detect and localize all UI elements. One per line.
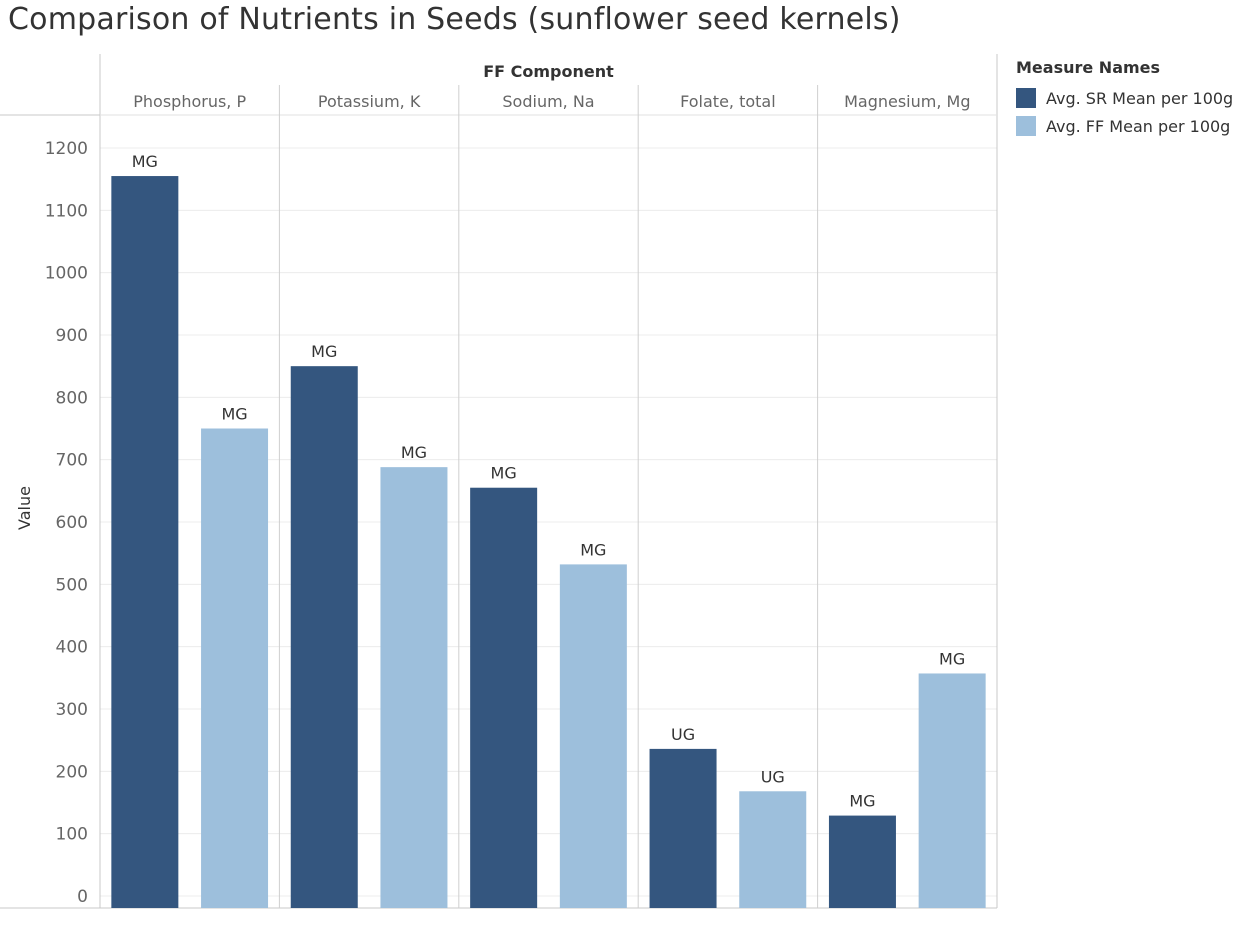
bar bbox=[739, 791, 807, 908]
facet-title: FF Component bbox=[483, 62, 614, 81]
bar bbox=[918, 673, 986, 908]
data-label: MG bbox=[401, 443, 427, 462]
category-label: Sodium, Na bbox=[502, 92, 594, 111]
legend-label-ff: Avg. FF Mean per 100g bbox=[1046, 116, 1231, 136]
chart-title: Comparison of Nutrients in Seeds (sunflo… bbox=[8, 2, 901, 37]
bar bbox=[649, 748, 717, 908]
y-tick-label: 600 bbox=[56, 513, 88, 533]
bar bbox=[559, 564, 627, 908]
legend-item-ff[interactable]: Avg. FF Mean per 100g bbox=[1016, 112, 1233, 140]
y-tick-label: 1100 bbox=[45, 201, 88, 221]
bar bbox=[201, 428, 269, 908]
category-label: Phosphorus, P bbox=[133, 92, 246, 111]
legend: Measure Names Avg. SR Mean per 100g Avg.… bbox=[1016, 58, 1233, 140]
legend-swatch-sr bbox=[1016, 88, 1036, 108]
data-label: MG bbox=[939, 649, 965, 668]
legend-item-sr[interactable]: Avg. SR Mean per 100g bbox=[1016, 84, 1233, 112]
y-tick-label: 700 bbox=[56, 451, 88, 471]
bar bbox=[828, 815, 896, 908]
bar bbox=[290, 366, 358, 909]
data-label: UG bbox=[671, 725, 695, 744]
data-label: MG bbox=[311, 342, 337, 361]
category-label: Potassium, K bbox=[318, 92, 421, 111]
category-label: Magnesium, Mg bbox=[844, 92, 970, 111]
legend-swatch-ff bbox=[1016, 116, 1036, 136]
data-label: UG bbox=[761, 767, 785, 786]
data-label: MG bbox=[491, 464, 517, 483]
y-tick-label: 1000 bbox=[45, 264, 88, 284]
legend-label-sr: Avg. SR Mean per 100g bbox=[1046, 88, 1234, 108]
y-tick-label: 0 bbox=[77, 887, 88, 907]
bar bbox=[470, 487, 538, 908]
y-tick-label: 500 bbox=[56, 575, 88, 595]
category-label: Folate, total bbox=[680, 92, 776, 111]
data-label: MG bbox=[132, 152, 158, 171]
y-tick-label: 200 bbox=[56, 762, 88, 782]
y-axis-title: Value bbox=[15, 486, 34, 530]
y-tick-label: 400 bbox=[56, 638, 88, 658]
y-tick-label: 900 bbox=[56, 326, 88, 346]
data-label: MG bbox=[849, 792, 875, 811]
y-tick-label: 300 bbox=[56, 700, 88, 720]
data-label: MG bbox=[580, 540, 606, 559]
y-tick-label: 800 bbox=[56, 388, 88, 408]
y-tick-label: 100 bbox=[56, 825, 88, 845]
bar bbox=[380, 467, 448, 908]
bar bbox=[111, 176, 179, 909]
y-tick-label: 1200 bbox=[45, 139, 88, 159]
legend-title: Measure Names bbox=[1016, 58, 1161, 77]
data-label: MG bbox=[221, 405, 247, 424]
